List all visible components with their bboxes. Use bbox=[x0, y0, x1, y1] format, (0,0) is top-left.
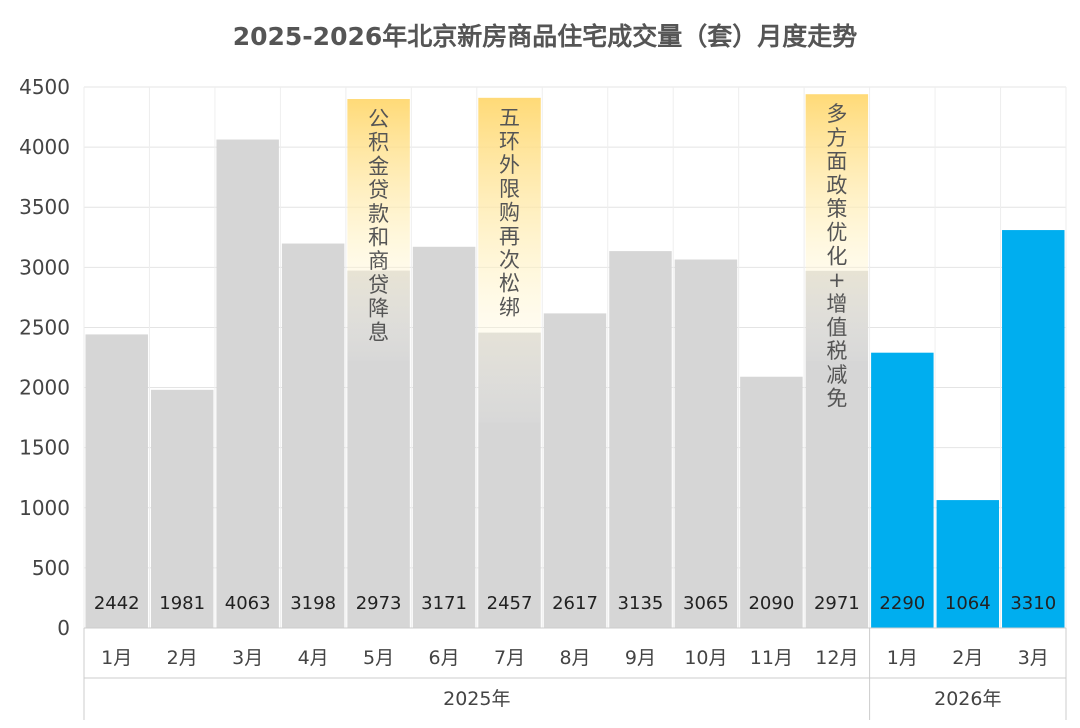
policy-annotation: 五环外限购再次松绑 bbox=[499, 106, 520, 320]
y-tick-label: 500 bbox=[32, 556, 70, 580]
value-label: 4063 bbox=[225, 593, 271, 614]
x-tick-label: 1月 bbox=[101, 647, 132, 669]
value-label: 1064 bbox=[945, 593, 991, 614]
bar-2025-9月 bbox=[609, 251, 672, 628]
value-label: 3065 bbox=[683, 593, 729, 614]
bar-2025-10月 bbox=[674, 259, 738, 628]
bar-2025-2月 bbox=[150, 389, 214, 628]
value-label: 2442 bbox=[94, 593, 140, 614]
bar-2025-4月 bbox=[281, 243, 345, 628]
x-tick-label: 9月 bbox=[625, 647, 656, 669]
policy-highlights: 公积金贷款和商贷降息 五环外限购再次松绑 多方面政策优化+增值税减免 bbox=[347, 94, 869, 423]
value-label: 3135 bbox=[618, 593, 664, 614]
bar-2026-1月 bbox=[871, 352, 934, 628]
x-tick-label: 12月 bbox=[815, 647, 858, 669]
y-tick-label: 4000 bbox=[19, 135, 70, 159]
bar-2026-3月 bbox=[1002, 230, 1065, 628]
bar-2025-1月 bbox=[85, 334, 148, 628]
policy-annotation: 多方面政策优化+增值税减免 bbox=[826, 102, 847, 410]
policy-highlight bbox=[805, 94, 869, 361]
value-label: 3310 bbox=[1010, 593, 1056, 614]
value-label: 2457 bbox=[487, 593, 533, 614]
year-group-label: 2025年 bbox=[443, 688, 510, 710]
value-label: 1981 bbox=[159, 593, 205, 614]
value-label: 2090 bbox=[748, 593, 794, 614]
y-axis: 0 500 1000 1500 2000 2500 3000 3500 4000 4500 bbox=[19, 75, 70, 640]
bar-2025-8月 bbox=[543, 313, 607, 628]
y-tick-label: 3000 bbox=[19, 255, 70, 279]
x-tick-label: 10月 bbox=[684, 647, 727, 669]
bar-2025-3月 bbox=[216, 139, 279, 628]
x-tick-label: 5月 bbox=[363, 647, 394, 669]
policy-highlight bbox=[478, 97, 541, 423]
value-label: 2290 bbox=[879, 593, 925, 614]
x-tick-label: 2月 bbox=[167, 647, 198, 669]
year-group-label: 2026年 bbox=[934, 688, 1001, 710]
y-tick-label: 0 bbox=[57, 616, 70, 640]
bars bbox=[85, 139, 1065, 628]
y-tick-label: 3500 bbox=[19, 195, 70, 219]
policy-highlight bbox=[347, 99, 410, 361]
x-tick-label: 1月 bbox=[887, 647, 918, 669]
x-tick-label: 4月 bbox=[298, 647, 329, 669]
x-tick-label: 2月 bbox=[952, 647, 983, 669]
x-axis: 1月 2月 3月 4月 5月 6月 7月 8月 9月 10月 11月 12月 1月 2月 3月 2025年 20… bbox=[83, 627, 1067, 720]
chart-title: 2025-2026年北京新房商品住宅成交量（套）月度走势 bbox=[233, 22, 858, 51]
y-tick-label: 2500 bbox=[19, 315, 70, 339]
x-tick-label: 11月 bbox=[750, 647, 793, 669]
value-label: 2971 bbox=[814, 593, 860, 614]
y-tick-label: 1500 bbox=[19, 436, 70, 460]
value-labels: 2442 1981 4063 3198 2973 3171 2457 2617 3135 3065… bbox=[94, 593, 1056, 614]
x-tick-label: 3月 bbox=[1018, 647, 1049, 669]
bar-2025-11月 bbox=[740, 376, 803, 628]
value-label: 3198 bbox=[290, 593, 336, 614]
x-tick-label: 3月 bbox=[232, 647, 263, 669]
x-tick-label: 6月 bbox=[429, 647, 460, 669]
y-tick-label: 4500 bbox=[19, 75, 70, 99]
x-tick-label: 7月 bbox=[494, 647, 525, 669]
policy-annotation: 公积金贷款和商贷降息 bbox=[368, 107, 389, 344]
x-tick-label: 8月 bbox=[559, 647, 590, 669]
bar-2025-6月 bbox=[412, 246, 476, 628]
y-tick-label: 2000 bbox=[19, 376, 70, 400]
value-label: 2973 bbox=[356, 593, 402, 614]
value-label: 2617 bbox=[552, 593, 598, 614]
bar-2026-2月 bbox=[936, 500, 1000, 628]
value-label: 3171 bbox=[421, 593, 467, 614]
y-tick-label: 1000 bbox=[19, 496, 70, 520]
